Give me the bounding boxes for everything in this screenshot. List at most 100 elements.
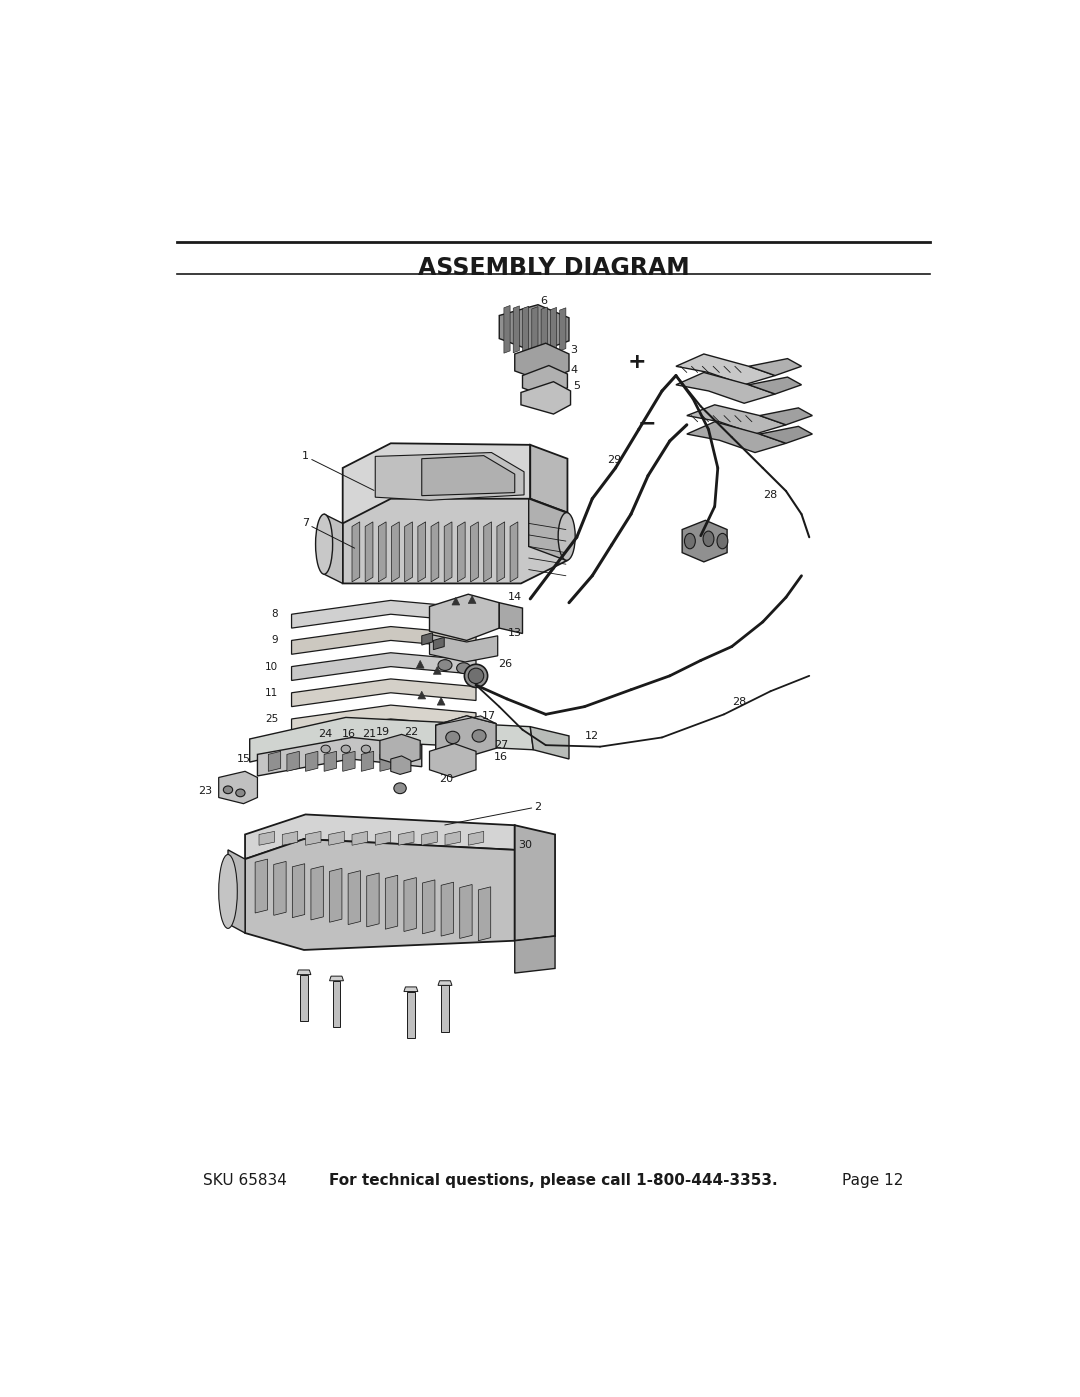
Polygon shape	[292, 705, 476, 733]
Ellipse shape	[717, 534, 728, 549]
Polygon shape	[523, 306, 529, 352]
Text: 26: 26	[498, 658, 513, 669]
Ellipse shape	[457, 662, 471, 673]
Polygon shape	[469, 595, 476, 604]
Text: 10: 10	[266, 662, 279, 672]
Polygon shape	[748, 377, 801, 394]
Polygon shape	[444, 522, 451, 583]
Polygon shape	[529, 499, 566, 560]
Polygon shape	[559, 307, 566, 351]
Text: 12: 12	[585, 731, 599, 740]
Polygon shape	[386, 876, 397, 929]
Polygon shape	[367, 873, 379, 926]
Text: 30: 30	[518, 840, 532, 851]
Polygon shape	[362, 752, 374, 771]
Polygon shape	[451, 598, 460, 605]
Polygon shape	[530, 444, 567, 513]
Text: 28: 28	[764, 490, 778, 500]
Text: 24: 24	[319, 729, 333, 739]
Text: 23: 23	[198, 787, 212, 796]
Polygon shape	[430, 594, 499, 640]
Polygon shape	[523, 366, 567, 397]
Polygon shape	[259, 831, 274, 845]
Polygon shape	[416, 661, 424, 668]
Polygon shape	[687, 405, 786, 434]
Ellipse shape	[321, 745, 330, 753]
Text: 19: 19	[376, 726, 390, 738]
Polygon shape	[515, 936, 555, 974]
Polygon shape	[441, 985, 449, 1031]
Polygon shape	[245, 814, 515, 859]
Text: 7: 7	[302, 518, 354, 548]
Polygon shape	[458, 522, 465, 583]
Polygon shape	[478, 887, 490, 940]
Polygon shape	[531, 306, 538, 352]
Polygon shape	[365, 522, 373, 583]
Polygon shape	[515, 344, 569, 381]
Polygon shape	[748, 359, 801, 376]
Ellipse shape	[472, 729, 486, 742]
Ellipse shape	[703, 531, 714, 546]
Text: 1: 1	[302, 451, 374, 490]
Polygon shape	[513, 306, 519, 353]
Text: For technical questions, please call 1-800-444-3353.: For technical questions, please call 1-8…	[329, 1172, 778, 1187]
Polygon shape	[352, 831, 367, 845]
Polygon shape	[676, 353, 775, 384]
Polygon shape	[759, 426, 812, 443]
Polygon shape	[392, 522, 400, 583]
Polygon shape	[418, 692, 426, 698]
Polygon shape	[378, 522, 387, 583]
Polygon shape	[484, 522, 491, 583]
Polygon shape	[422, 831, 437, 845]
Polygon shape	[380, 752, 392, 771]
Polygon shape	[324, 752, 337, 771]
Polygon shape	[257, 738, 422, 775]
Polygon shape	[551, 307, 556, 351]
Text: 16: 16	[342, 729, 356, 739]
Text: 11: 11	[265, 687, 279, 697]
Polygon shape	[380, 735, 420, 766]
Polygon shape	[273, 862, 286, 915]
Polygon shape	[422, 455, 515, 496]
Polygon shape	[293, 863, 305, 918]
Polygon shape	[306, 831, 321, 845]
Polygon shape	[683, 520, 727, 562]
Polygon shape	[287, 752, 299, 771]
Polygon shape	[292, 679, 476, 707]
Ellipse shape	[438, 659, 451, 671]
Polygon shape	[297, 970, 311, 975]
Text: 15: 15	[237, 754, 251, 764]
Polygon shape	[499, 305, 569, 352]
Polygon shape	[268, 752, 281, 771]
Polygon shape	[422, 880, 435, 933]
Polygon shape	[391, 756, 410, 774]
Ellipse shape	[315, 514, 333, 574]
Polygon shape	[329, 869, 342, 922]
Polygon shape	[404, 986, 418, 992]
Polygon shape	[404, 877, 416, 932]
Polygon shape	[245, 840, 515, 950]
Polygon shape	[342, 443, 530, 524]
Text: Page 12: Page 12	[842, 1172, 904, 1187]
Polygon shape	[282, 831, 298, 845]
Polygon shape	[441, 882, 454, 936]
Polygon shape	[687, 422, 786, 453]
Polygon shape	[433, 637, 444, 650]
Text: 8: 8	[272, 609, 279, 619]
Polygon shape	[300, 975, 308, 1021]
Polygon shape	[249, 718, 534, 763]
Polygon shape	[433, 666, 441, 675]
Polygon shape	[292, 627, 476, 654]
Polygon shape	[435, 715, 496, 725]
Polygon shape	[437, 697, 445, 705]
Text: 2: 2	[445, 802, 541, 826]
Polygon shape	[431, 522, 438, 583]
Text: 29: 29	[607, 455, 621, 465]
Polygon shape	[510, 522, 517, 583]
Ellipse shape	[218, 855, 238, 929]
Polygon shape	[407, 992, 415, 1038]
Text: 3: 3	[570, 345, 577, 355]
Text: 25: 25	[265, 714, 279, 724]
Polygon shape	[342, 499, 567, 584]
Text: 16: 16	[494, 752, 508, 761]
